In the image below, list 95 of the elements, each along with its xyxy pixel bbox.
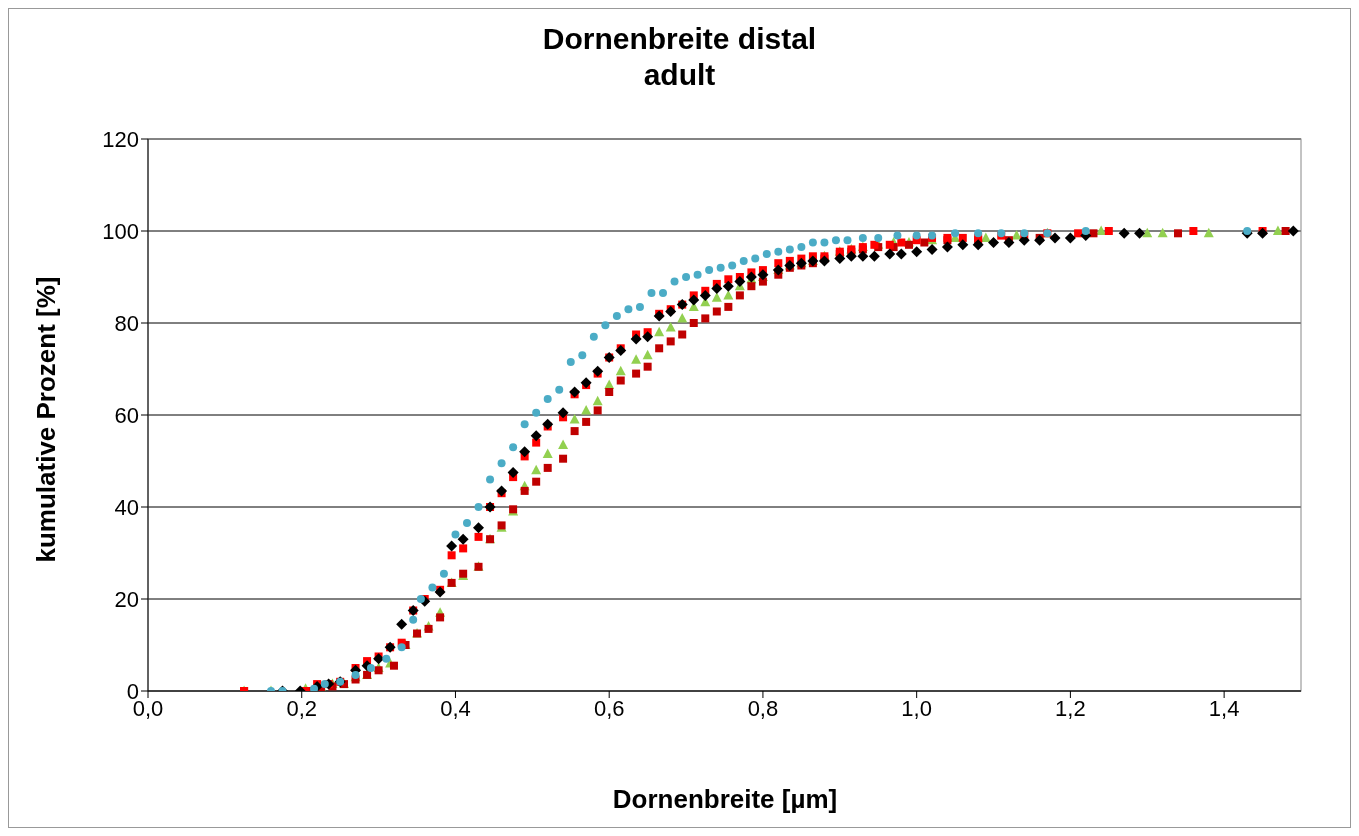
x-tick-label: 1,0 [901,695,932,721]
point [612,312,621,321]
point [616,376,625,385]
point [774,247,783,256]
point [735,291,744,300]
point [582,417,591,426]
point [951,229,960,238]
point [520,420,529,429]
point [374,666,383,675]
point [601,321,610,330]
point [366,664,375,672]
point [416,595,425,603]
point [520,486,529,495]
point [409,615,418,624]
point [858,233,867,242]
point [509,443,518,452]
point [632,369,641,378]
point [843,236,852,245]
x-axis-title: Dornenbreite [µm] [611,784,839,815]
point [974,229,983,238]
point [1081,227,1090,235]
point [659,289,668,298]
y-tick-label: 80 [114,310,139,336]
point [1243,227,1252,235]
point [920,238,929,247]
point [474,503,483,511]
point [463,519,471,528]
point [724,302,733,311]
point [578,351,587,360]
point [559,454,568,463]
y-tick-label: 120 [102,126,139,152]
x-tick-label: 0,8 [747,695,779,721]
point [428,583,437,592]
point [566,358,575,367]
y-tick-label: 60 [114,402,139,428]
point [543,394,552,403]
point [693,270,702,279]
point [893,231,902,240]
point [701,314,710,323]
x-tick-label: 0,2 [286,695,318,721]
point [747,282,756,291]
point [712,307,721,316]
point [762,250,771,258]
point [689,319,698,327]
point [797,243,806,252]
x-tick-label: 1,4 [1208,695,1240,721]
x-tick-label: 0,4 [440,695,471,721]
point [589,332,598,341]
point [624,305,633,314]
point [647,289,656,298]
point [310,684,319,691]
point [1174,229,1183,238]
point [666,337,675,346]
point [751,254,760,263]
y-axis-title: kumulative Prozent [%] [30,275,62,563]
point [874,233,883,242]
point [670,277,679,286]
point [570,427,579,436]
point [716,263,725,272]
point [320,680,329,689]
point [397,643,406,652]
point [605,388,614,396]
point [820,238,829,247]
point [543,463,552,472]
point [436,613,445,622]
point [682,273,691,281]
point [739,256,748,265]
point [451,530,460,539]
y-tick-label: 100 [102,218,139,244]
y-tick-label: 40 [114,494,139,520]
point [655,344,664,353]
point [705,266,714,275]
point [831,236,840,245]
point [439,569,448,578]
point [758,277,767,286]
x-tick-label: 1,2 [1055,695,1086,721]
point [532,477,541,486]
point [912,231,921,240]
y-tick-label: 20 [114,586,139,612]
point [497,459,506,468]
point [808,238,817,247]
point [785,245,794,254]
chart-title: Dornenbreite distal adult [541,21,818,93]
point [643,362,652,371]
point [635,302,644,311]
point [382,654,391,663]
point [389,661,398,670]
point [532,408,541,417]
point [1281,227,1290,235]
point [555,385,564,394]
point [728,261,737,270]
point [678,330,687,339]
x-tick-label: 0,6 [593,695,625,721]
point [593,406,602,415]
point [486,475,495,484]
